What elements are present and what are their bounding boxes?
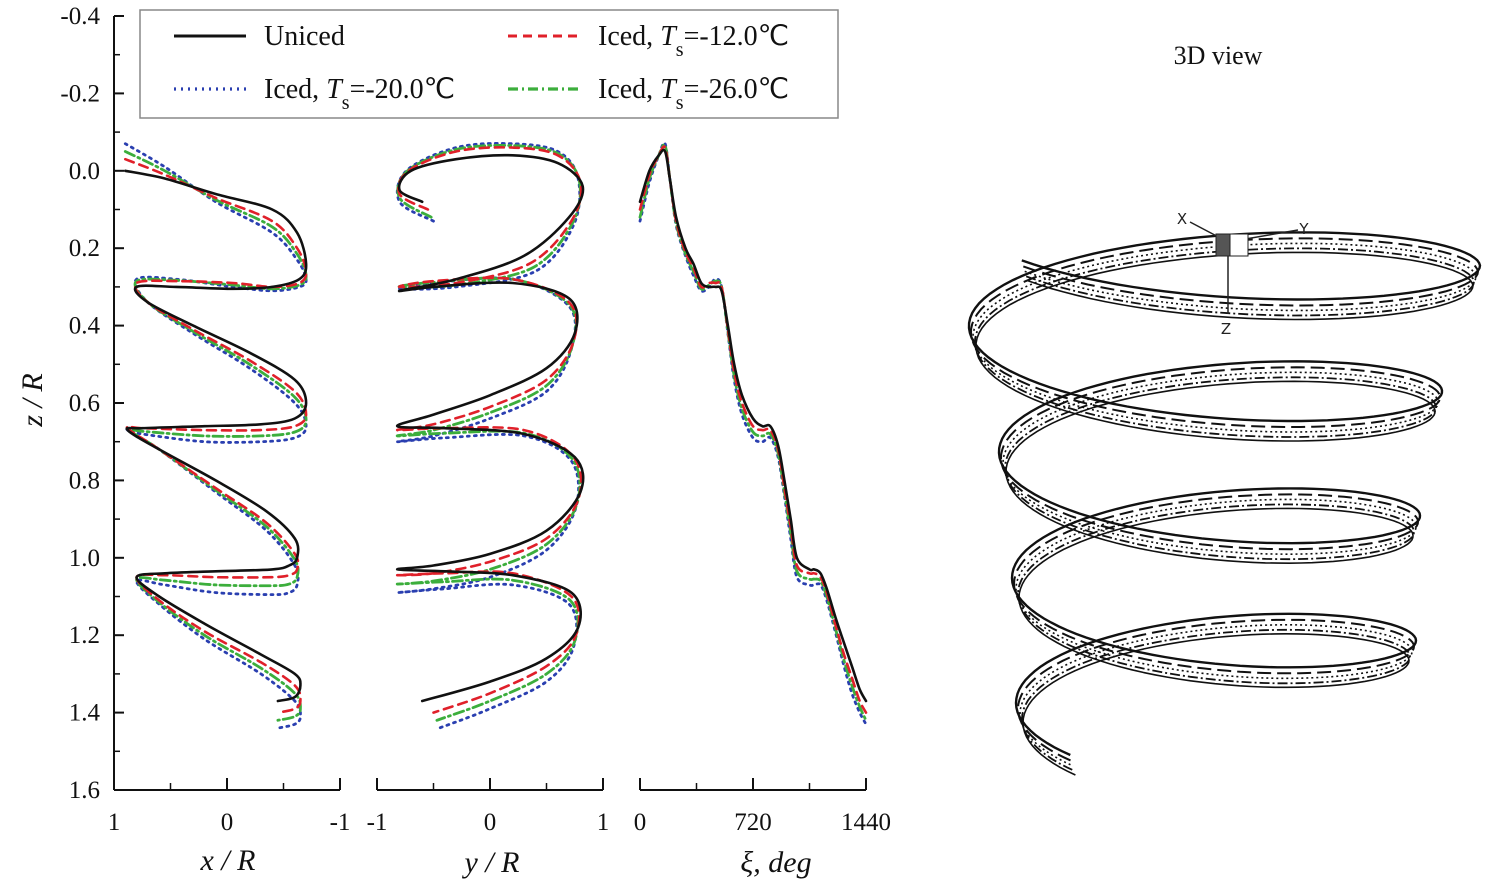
- y-tick-label: 1.6: [69, 777, 100, 804]
- x-tick-label: 0: [484, 809, 497, 836]
- y-tick-label: 0.0: [69, 158, 100, 185]
- series-line-x-0: [124, 169, 308, 703]
- triad-label-x: X: [1177, 210, 1187, 228]
- y-tick-label: 1.0: [69, 545, 100, 572]
- inset-3d-view: 3D view X Y Z: [967, 41, 1482, 776]
- series-line-x-2: [123, 142, 308, 730]
- y-tick-label: 1.4: [69, 700, 101, 727]
- x-tick-label: 0: [221, 809, 234, 836]
- triad-cube-light: [1229, 233, 1249, 257]
- triad-label-y: Y: [1298, 220, 1309, 238]
- orientation-triad: X Y Z: [1177, 210, 1310, 338]
- series-line-xi-2: [638, 141, 868, 726]
- series-line-y-0: [395, 153, 585, 703]
- triad-cube-dark: [1215, 233, 1231, 257]
- x-tick-label: 720: [734, 809, 772, 836]
- helix-strand: [975, 251, 1474, 776]
- legend-label: Iced, Ts=-20.0℃: [264, 74, 455, 114]
- x-axis-title-panel3: ξ, deg: [740, 846, 811, 879]
- x-tick-label: -1: [330, 809, 351, 836]
- panel-y-over-r: -1 0 1: [367, 142, 610, 836]
- legend-frame: [139, 9, 839, 119]
- series-line-xi-3: [638, 143, 868, 722]
- legend: Uniced Iced, Ts=-12.0℃ Iced, Ts=-20.0℃ Iced…: [139, 9, 839, 119]
- series-line-xi-1: [638, 145, 868, 714]
- inset-title: 3D view: [1174, 41, 1263, 70]
- x-tick-label: 1: [597, 809, 610, 836]
- series-line-y-3: [395, 143, 582, 722]
- y-tick-label: 0.2: [69, 235, 100, 262]
- triad-label-z: Z: [1221, 320, 1231, 338]
- y-tick-label: -0.2: [60, 80, 100, 107]
- y-tick-label: 0.8: [69, 467, 100, 494]
- x-axis-title-panel2: y / R: [462, 846, 520, 879]
- y-tick-label: 0.6: [69, 390, 100, 417]
- helix-strand: [974, 247, 1475, 772]
- y-tick-label: -0.4: [60, 3, 100, 30]
- series-line-x-1: [124, 157, 308, 714]
- shared-y-axis: -0.4 -0.2 0.0 0.2 0.4 0.6 0.8 1.0 1.2 1.4 1.6: [60, 3, 124, 804]
- series-line-x-3: [123, 150, 308, 722]
- x-tick-label: 1440: [841, 809, 891, 836]
- legend-label: Uniced: [264, 21, 345, 52]
- x-tick-label: 1: [108, 809, 121, 836]
- series-line-y-2: [395, 142, 582, 730]
- panel-x-over-r: 1 0 -1: [108, 142, 351, 836]
- x-tick-label: -1: [367, 809, 388, 836]
- y-tick-label: 0.4: [69, 313, 101, 340]
- y-axis-title: z / R: [16, 373, 49, 427]
- y-tick-label: 1.2: [69, 622, 100, 649]
- x-tick-label: 0: [634, 809, 647, 836]
- helix-strand: [967, 231, 1482, 757]
- x-axis-title-panel1: x / R: [200, 844, 256, 877]
- legend-label: Iced, Ts=-26.0℃: [598, 74, 789, 114]
- series-line-xi-0: [638, 148, 868, 703]
- legend-label: Iced, Ts=-12.0℃: [598, 21, 789, 61]
- panel-xi-deg: 0 720 1440: [634, 141, 891, 836]
- helix-strand: [969, 237, 1480, 762]
